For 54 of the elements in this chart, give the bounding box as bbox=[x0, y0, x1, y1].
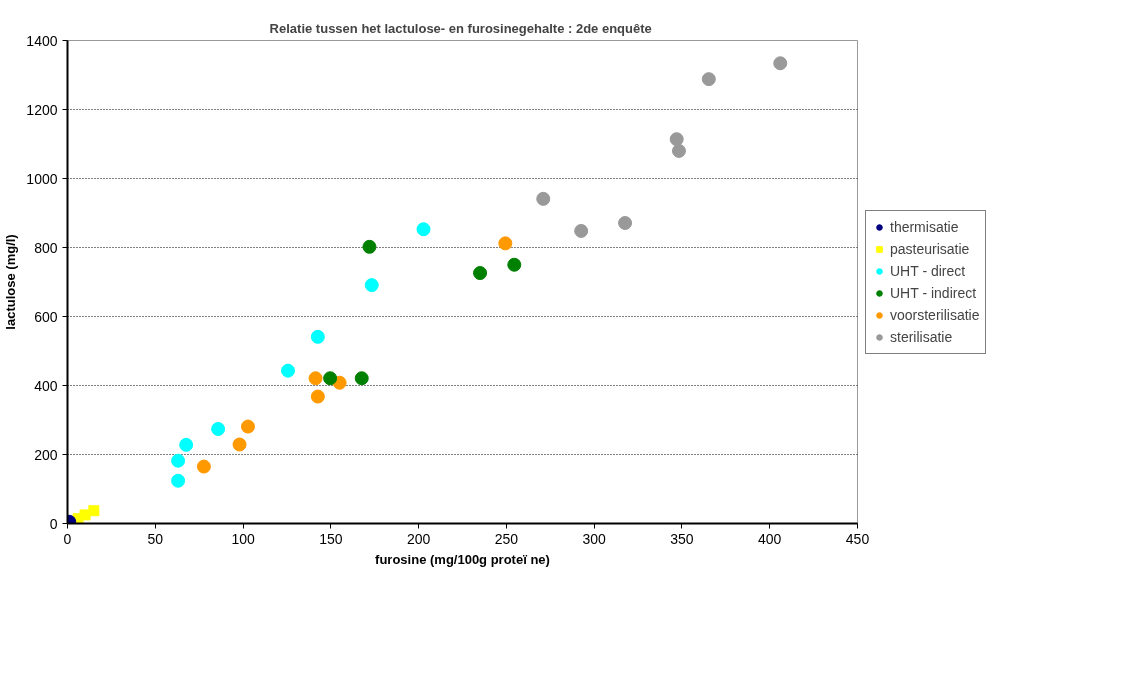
chart-title: Relatie tussen het lactulose- en furosinegehalte : 2de enquête bbox=[269, 20, 652, 36]
x-tick-label: 400 bbox=[758, 530, 782, 547]
point bbox=[618, 216, 633, 230]
x-tick-label: 250 bbox=[494, 530, 519, 547]
point bbox=[171, 473, 186, 488]
point bbox=[211, 421, 226, 436]
y-tick-label: 1000 bbox=[26, 170, 58, 187]
point bbox=[196, 459, 211, 474]
point bbox=[701, 72, 716, 87]
y-tick-label: 0 bbox=[49, 515, 58, 532]
point bbox=[179, 437, 194, 452]
point bbox=[310, 389, 325, 404]
point bbox=[507, 257, 522, 272]
point bbox=[362, 239, 377, 254]
point bbox=[536, 191, 551, 206]
point bbox=[671, 143, 686, 158]
point bbox=[281, 363, 295, 378]
x-axis-title: furosine (mg/100g proteï ne) bbox=[375, 551, 550, 567]
x-tick-label: 150 bbox=[319, 530, 343, 547]
x-tick-label: 450 bbox=[845, 530, 870, 547]
point bbox=[574, 223, 589, 238]
point bbox=[308, 371, 323, 386]
x-tick-label: 100 bbox=[231, 530, 255, 547]
x-tick-label: 300 bbox=[582, 530, 607, 547]
y-tick-label: 1200 bbox=[26, 101, 58, 118]
y-tick-label: 800 bbox=[34, 239, 58, 256]
x-tick-label: 350 bbox=[670, 530, 694, 547]
point bbox=[310, 329, 325, 344]
point bbox=[323, 371, 338, 386]
legend-label: UHT - direct bbox=[890, 262, 966, 279]
y-axis-title: lactulose (mg/l) bbox=[3, 234, 19, 330]
y-tick-label: 200 bbox=[34, 446, 58, 463]
point bbox=[232, 437, 247, 452]
legend-label: sterilisatie bbox=[890, 328, 953, 345]
point bbox=[669, 132, 684, 147]
point bbox=[88, 505, 100, 517]
point bbox=[416, 222, 431, 237]
legend-label: voorsterilisatie bbox=[890, 306, 980, 323]
y-tick-label: 1400 bbox=[26, 32, 58, 49]
point bbox=[354, 371, 369, 386]
legend-label: pasteurisatie bbox=[890, 240, 970, 257]
legend-label: UHT - indirect bbox=[890, 284, 977, 301]
point bbox=[240, 419, 255, 434]
legend-label: thermisatie bbox=[890, 218, 959, 235]
x-tick-label: 0 bbox=[63, 530, 72, 547]
x-tick-label: 200 bbox=[406, 530, 431, 547]
y-tick-label: 400 bbox=[34, 377, 58, 394]
x-tick-label: 50 bbox=[147, 530, 164, 547]
point bbox=[473, 266, 488, 281]
point bbox=[364, 278, 379, 293]
point bbox=[171, 453, 186, 468]
point bbox=[773, 56, 788, 71]
point bbox=[498, 236, 513, 251]
y-tick-label: 600 bbox=[34, 308, 58, 325]
